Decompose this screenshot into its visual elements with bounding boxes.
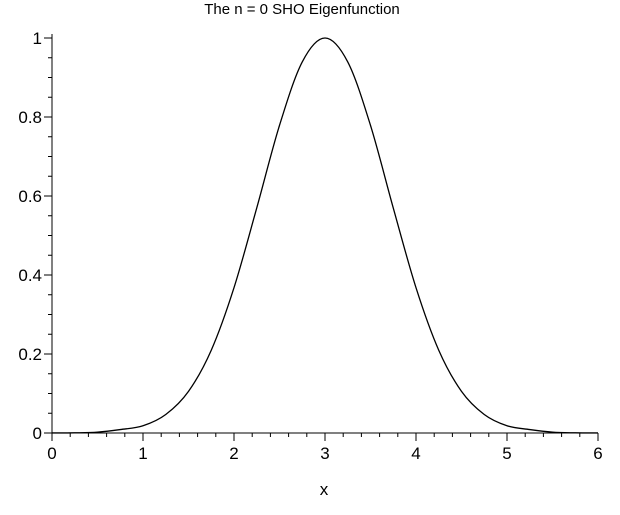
x-tick-label: 1 (138, 444, 147, 463)
x-tick-label: 3 (320, 444, 329, 463)
x-tick-label: 6 (593, 444, 602, 463)
y-tick-label: 0.2 (18, 345, 42, 364)
series-line (51, 37, 599, 434)
y-tick-label: 0.6 (18, 187, 42, 206)
x-axis-label: x (320, 480, 329, 499)
x-tick-label: 2 (229, 444, 238, 463)
y-tick-label: 0 (33, 424, 42, 443)
x-tick-label: 0 (47, 444, 56, 463)
y-tick-label: 0.4 (18, 266, 42, 285)
chart-title: The n = 0 SHO Eigenfunction (204, 1, 400, 18)
series (51, 37, 599, 434)
x-tick-label: 4 (411, 444, 420, 463)
ticks: 0 1 2 3 4 5 6 0 0.2 0.4 0.6 0.8 1 (18, 29, 602, 463)
x-tick-label: 5 (502, 444, 511, 463)
y-tick-label: 1 (33, 29, 42, 48)
y-tick-label: 0.8 (18, 108, 42, 127)
axes (51, 34, 598, 434)
